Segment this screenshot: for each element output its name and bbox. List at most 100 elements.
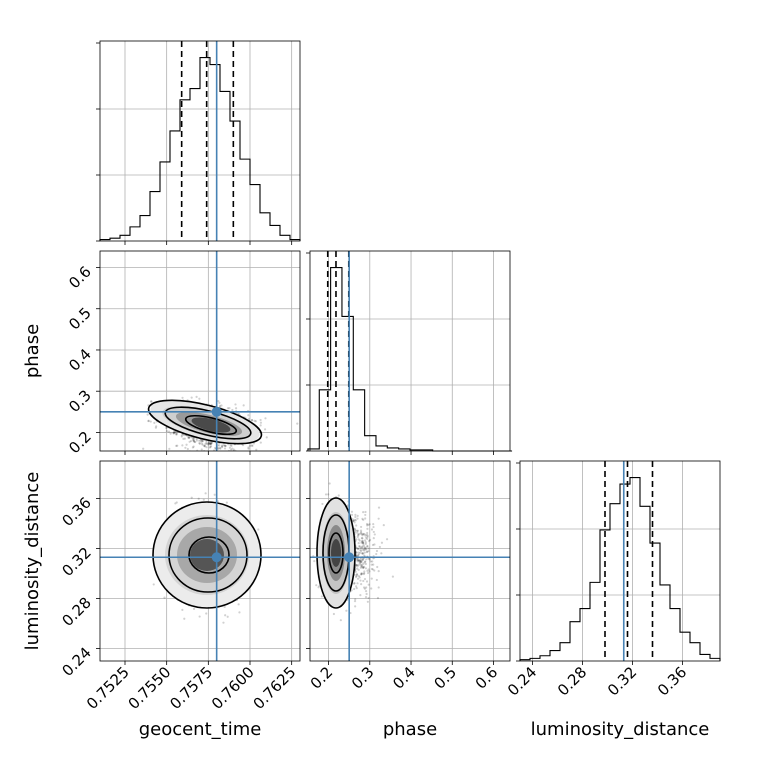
sample-point bbox=[354, 513, 357, 516]
density-panel-geocent-time-vs-phase bbox=[96, 250, 301, 461]
sample-point bbox=[375, 552, 378, 556]
sample-point bbox=[356, 531, 359, 534]
sample-point bbox=[366, 534, 369, 537]
sample-point bbox=[364, 517, 367, 520]
sample-point bbox=[228, 407, 231, 410]
sample-point bbox=[361, 552, 364, 555]
sample-point bbox=[358, 545, 361, 548]
sample-point bbox=[362, 566, 365, 569]
sample-point bbox=[363, 565, 366, 568]
sample-point bbox=[361, 558, 364, 562]
sample-point bbox=[187, 435, 190, 439]
sample-point bbox=[181, 396, 184, 399]
sample-point bbox=[192, 439, 195, 442]
sample-point bbox=[356, 557, 360, 560]
sample-point bbox=[199, 439, 202, 442]
sample-point bbox=[361, 540, 365, 543]
sample-point bbox=[257, 451, 259, 453]
sample-point bbox=[373, 533, 376, 536]
sample-point bbox=[313, 559, 316, 563]
sample-point bbox=[353, 521, 356, 524]
sample-point bbox=[365, 580, 369, 583]
sample-point bbox=[360, 572, 363, 575]
sample-point bbox=[361, 539, 364, 543]
sample-point bbox=[357, 547, 360, 551]
sample-point bbox=[366, 600, 369, 603]
sample-point bbox=[194, 440, 197, 444]
truth-marker bbox=[211, 552, 222, 563]
sample-point bbox=[218, 457, 220, 459]
sample-point bbox=[360, 532, 363, 535]
sample-point bbox=[376, 565, 379, 569]
sample-point bbox=[259, 459, 261, 461]
sample-point bbox=[382, 524, 385, 527]
sample-point bbox=[224, 614, 227, 617]
contour-line bbox=[147, 399, 263, 445]
sample-point bbox=[198, 442, 201, 445]
sample-point bbox=[259, 421, 263, 424]
sample-point bbox=[209, 445, 213, 448]
sample-point bbox=[355, 538, 358, 541]
sample-point bbox=[377, 570, 380, 573]
sample-point bbox=[149, 400, 153, 403]
sample-point bbox=[207, 442, 210, 445]
sample-point bbox=[371, 560, 374, 563]
sample-point bbox=[363, 554, 366, 557]
sample-point bbox=[356, 529, 359, 532]
sample-point bbox=[373, 569, 376, 572]
sample-point bbox=[165, 429, 168, 433]
sample-point bbox=[360, 541, 363, 544]
sample-point bbox=[370, 567, 373, 571]
sample-point bbox=[359, 593, 362, 597]
sample-point bbox=[365, 550, 368, 554]
sample-point bbox=[165, 427, 168, 430]
sample-point bbox=[242, 404, 245, 407]
sample-point bbox=[252, 442, 255, 445]
sample-point bbox=[191, 446, 195, 449]
sample-point bbox=[209, 445, 212, 449]
sample-point bbox=[356, 514, 359, 517]
sample-point bbox=[359, 573, 363, 576]
sample-point bbox=[370, 587, 373, 590]
sample-point bbox=[327, 493, 330, 496]
sample-point bbox=[356, 517, 359, 520]
sample-point bbox=[362, 532, 365, 536]
sample-point bbox=[359, 546, 362, 550]
sample-point bbox=[201, 439, 204, 442]
sample-point bbox=[238, 611, 241, 614]
sample-point bbox=[201, 440, 204, 443]
sample-point bbox=[358, 551, 362, 554]
sample-point bbox=[366, 544, 369, 548]
sample-point bbox=[364, 546, 367, 550]
sample-point bbox=[359, 560, 363, 563]
sample-point bbox=[209, 442, 212, 445]
sample-point bbox=[357, 533, 360, 536]
sample-point bbox=[360, 572, 363, 576]
sample-point bbox=[257, 528, 260, 531]
sample-point bbox=[218, 444, 221, 447]
sample-point bbox=[357, 538, 360, 541]
sample-point bbox=[359, 559, 362, 563]
sample-point bbox=[231, 408, 234, 412]
sample-point bbox=[362, 549, 366, 552]
sample-point bbox=[368, 539, 371, 543]
sample-point bbox=[203, 445, 206, 448]
histogram-panel-phase bbox=[306, 250, 513, 455]
sample-point bbox=[183, 437, 186, 440]
sample-point bbox=[358, 539, 361, 542]
sample-point bbox=[190, 496, 193, 499]
sample-point bbox=[223, 447, 227, 450]
sample-point bbox=[250, 444, 253, 447]
sample-point bbox=[224, 444, 227, 448]
sample-point bbox=[350, 513, 354, 516]
sample-point bbox=[234, 407, 238, 410]
sample-point bbox=[359, 532, 362, 535]
panel-frame bbox=[519, 460, 721, 662]
sample-point bbox=[183, 617, 186, 620]
sample-point bbox=[251, 444, 254, 447]
sample-point bbox=[180, 435, 183, 438]
sample-point bbox=[174, 502, 177, 505]
sample-point bbox=[365, 558, 368, 561]
sample-point bbox=[218, 401, 221, 404]
